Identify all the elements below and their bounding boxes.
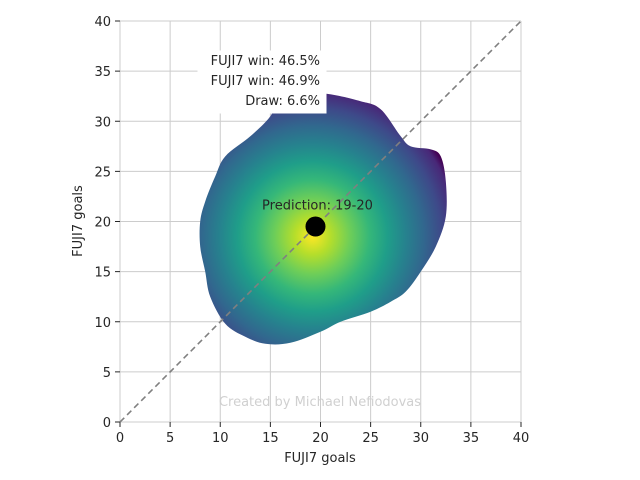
x-tick-label: 0 <box>116 431 124 446</box>
y-axis-label: FUJI7 goals <box>71 185 86 257</box>
x-tick-label: 20 <box>312 431 329 446</box>
x-tick-label: 10 <box>212 431 229 446</box>
prediction-point <box>305 216 326 237</box>
y-tick-label: 15 <box>94 266 111 281</box>
y-tick-label: 10 <box>94 316 111 331</box>
x-tick-label: 5 <box>166 431 174 446</box>
y-tick-label: 0 <box>103 416 111 431</box>
density-region <box>199 92 447 345</box>
y-tick-label: 5 <box>103 366 111 381</box>
away-win-label: FUJI7 win: 46.9% <box>211 74 320 89</box>
y-tick-label: 30 <box>94 115 111 130</box>
x-tick-label: 30 <box>412 431 429 446</box>
home-win-label: FUJI7 win: 46.5% <box>211 54 320 69</box>
y-tick-label: 25 <box>94 165 111 180</box>
x-tick-label: 15 <box>262 431 279 446</box>
draw-label: Draw: 6.6% <box>245 94 320 109</box>
y-tick-label: 35 <box>94 65 111 80</box>
y-tick-label: 40 <box>94 15 111 30</box>
y-tick-label: 20 <box>94 216 111 231</box>
win-annotation-box <box>197 50 327 114</box>
x-axis-ticks: 0 5 10 15 20 25 30 35 40 <box>116 422 529 446</box>
watermark-text: Created by Michael Nefiodovas <box>219 395 421 410</box>
x-tick-label: 25 <box>362 431 379 446</box>
x-axis-label: FUJI7 goals <box>284 451 356 466</box>
prediction-label: Prediction: 19-20 <box>262 199 373 214</box>
x-tick-label: 35 <box>463 431 480 446</box>
x-tick-label: 40 <box>513 431 530 446</box>
y-axis-ticks: 0 5 10 15 20 25 30 35 40 <box>94 15 120 431</box>
